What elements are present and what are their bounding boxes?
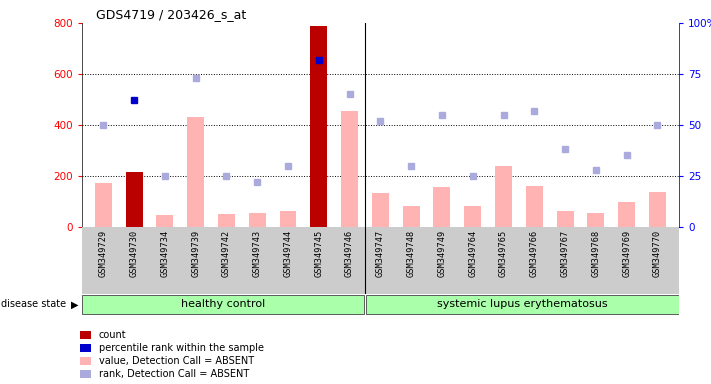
Text: GSM349730: GSM349730	[129, 230, 139, 277]
Text: GSM349739: GSM349739	[191, 230, 201, 277]
Text: GSM349744: GSM349744	[284, 230, 292, 277]
Bar	[249, 213, 266, 227]
Text: GSM349766: GSM349766	[530, 230, 539, 277]
Text: GSM349749: GSM349749	[437, 230, 447, 277]
FancyBboxPatch shape	[365, 295, 679, 314]
Text: healthy control: healthy control	[181, 299, 265, 310]
Text: systemic lupus erythematosus: systemic lupus erythematosus	[437, 299, 608, 310]
Text: GSM349770: GSM349770	[653, 230, 662, 277]
Bar	[126, 172, 143, 227]
Bar	[434, 187, 451, 227]
Text: ▶: ▶	[70, 299, 78, 310]
Text: GSM349745: GSM349745	[314, 230, 324, 277]
Bar	[218, 214, 235, 227]
Text: GSM349742: GSM349742	[222, 230, 231, 277]
Bar	[587, 213, 604, 227]
Text: disease state: disease state	[1, 299, 66, 310]
Bar	[156, 215, 173, 227]
Bar	[464, 206, 481, 227]
Text: GSM349764: GSM349764	[469, 230, 477, 277]
Text: GSM349748: GSM349748	[407, 230, 416, 277]
Text: GSM349746: GSM349746	[345, 230, 354, 277]
Bar	[649, 192, 666, 227]
Text: GSM349729: GSM349729	[99, 230, 108, 277]
Bar	[372, 194, 389, 227]
Text: GSM349743: GSM349743	[252, 230, 262, 277]
Text: GSM349765: GSM349765	[499, 230, 508, 277]
Text: GDS4719 / 203426_s_at: GDS4719 / 203426_s_at	[96, 8, 246, 21]
FancyBboxPatch shape	[82, 295, 364, 314]
Bar	[341, 111, 358, 227]
Bar	[402, 206, 419, 227]
Text: GSM349747: GSM349747	[376, 230, 385, 277]
Bar	[495, 166, 512, 227]
Legend: count, percentile rank within the sample, value, Detection Call = ABSENT, rank, : count, percentile rank within the sample…	[80, 330, 264, 379]
Text: GSM349734: GSM349734	[161, 230, 169, 277]
Text: GSM349767: GSM349767	[560, 230, 570, 277]
Text: GSM349768: GSM349768	[592, 230, 600, 277]
Bar	[526, 186, 542, 227]
Bar	[618, 202, 635, 227]
Bar	[95, 183, 112, 227]
Bar	[279, 211, 296, 227]
Bar	[557, 211, 574, 227]
Bar	[187, 117, 204, 227]
Bar	[310, 26, 327, 227]
Text: GSM349769: GSM349769	[622, 230, 631, 277]
